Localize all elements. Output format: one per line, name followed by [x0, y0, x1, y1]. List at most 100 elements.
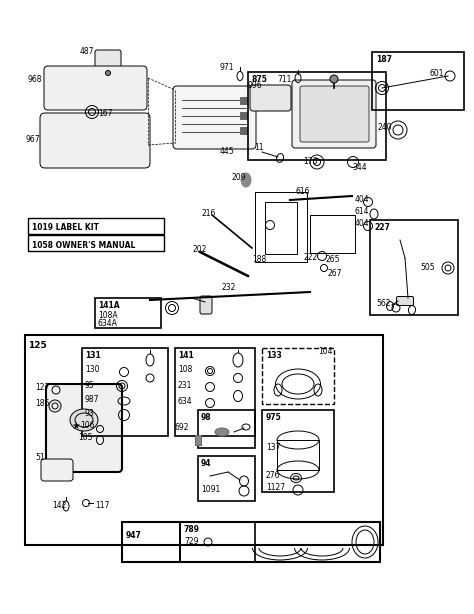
Bar	[122, 522, 380, 562]
Text: 186: 186	[35, 400, 49, 408]
Text: 209: 209	[232, 174, 246, 182]
Bar	[122, 522, 180, 562]
Text: 711: 711	[277, 76, 292, 85]
Text: 344: 344	[352, 163, 366, 173]
Text: 967: 967	[26, 136, 41, 144]
Text: 227: 227	[374, 223, 390, 233]
Text: 98: 98	[201, 413, 211, 422]
FancyBboxPatch shape	[250, 85, 291, 111]
Text: 265: 265	[326, 254, 340, 263]
Text: 634A: 634A	[98, 319, 118, 328]
Text: 141: 141	[178, 351, 194, 360]
Text: 601: 601	[430, 69, 445, 77]
Bar	[248, 72, 386, 160]
Text: 487: 487	[80, 47, 94, 56]
FancyBboxPatch shape	[292, 80, 376, 148]
Text: 176: 176	[303, 158, 318, 166]
Text: 104: 104	[318, 348, 332, 357]
Text: 276: 276	[266, 472, 281, 481]
Bar	[82, 348, 168, 436]
Text: 947: 947	[126, 532, 142, 540]
Text: 131: 131	[85, 351, 101, 360]
Bar	[240, 127, 247, 134]
Text: 142: 142	[52, 502, 66, 510]
Text: 125: 125	[28, 341, 47, 349]
Bar	[198, 456, 255, 501]
Text: 137: 137	[266, 443, 281, 453]
Bar	[265, 202, 297, 254]
Text: 1127: 1127	[266, 483, 285, 492]
Text: 267: 267	[328, 268, 343, 278]
Text: 117: 117	[95, 502, 109, 510]
Text: 240: 240	[378, 123, 392, 133]
Text: 216: 216	[202, 209, 216, 217]
Bar	[372, 52, 464, 110]
Bar	[370, 220, 458, 315]
Text: 616: 616	[296, 187, 310, 196]
Text: 975: 975	[266, 413, 282, 422]
Text: 130: 130	[85, 365, 100, 375]
Bar	[28, 235, 164, 251]
Ellipse shape	[241, 173, 251, 187]
Text: 94: 94	[201, 459, 211, 468]
Text: 729: 729	[184, 537, 199, 546]
Ellipse shape	[215, 428, 229, 436]
FancyBboxPatch shape	[200, 296, 212, 314]
Text: 634: 634	[178, 397, 192, 406]
Text: 141A: 141A	[98, 301, 119, 311]
Bar	[262, 348, 334, 404]
Text: 187: 187	[376, 55, 392, 63]
FancyBboxPatch shape	[396, 297, 413, 306]
Text: 404: 404	[355, 195, 370, 204]
Ellipse shape	[330, 75, 338, 83]
Bar	[95, 298, 161, 328]
Bar	[240, 112, 247, 119]
Text: 108A: 108A	[98, 311, 118, 321]
Bar	[262, 410, 334, 492]
Text: 231: 231	[178, 381, 192, 391]
Bar	[240, 97, 247, 104]
Text: 105: 105	[78, 433, 92, 443]
Text: 11: 11	[254, 144, 264, 152]
FancyBboxPatch shape	[300, 86, 369, 142]
FancyBboxPatch shape	[173, 86, 256, 149]
Text: 505: 505	[420, 263, 435, 273]
Text: 95: 95	[85, 381, 95, 389]
Text: 971: 971	[220, 63, 235, 72]
Text: 51: 51	[35, 454, 45, 462]
Text: 202: 202	[193, 246, 207, 254]
Ellipse shape	[106, 71, 110, 76]
FancyBboxPatch shape	[46, 384, 122, 472]
FancyBboxPatch shape	[40, 113, 150, 168]
FancyBboxPatch shape	[44, 66, 147, 110]
Bar	[25, 335, 383, 545]
Bar	[180, 522, 255, 562]
Text: 188: 188	[252, 255, 266, 265]
Text: 875: 875	[252, 76, 268, 85]
Text: 167: 167	[98, 109, 112, 119]
Bar	[277, 440, 319, 470]
Text: 692: 692	[175, 424, 190, 432]
Text: 996: 996	[248, 82, 263, 90]
Text: 789: 789	[184, 526, 200, 535]
Text: 133: 133	[266, 351, 282, 360]
Text: 968: 968	[28, 76, 43, 85]
Text: 1091: 1091	[201, 486, 220, 494]
Text: 1019 LABEL KIT: 1019 LABEL KIT	[32, 223, 99, 233]
Text: 93: 93	[85, 410, 95, 419]
FancyBboxPatch shape	[95, 50, 121, 68]
Bar	[195, 435, 201, 445]
Bar	[198, 410, 255, 448]
Text: 106: 106	[80, 421, 94, 430]
Text: 222: 222	[304, 254, 318, 263]
Text: 1058 OWNER'S MANUAL: 1058 OWNER'S MANUAL	[32, 241, 136, 249]
Text: 987: 987	[85, 395, 100, 405]
Text: 108: 108	[178, 365, 192, 375]
Text: 562: 562	[376, 300, 391, 308]
Text: ★: ★	[72, 421, 81, 431]
Bar	[255, 192, 307, 262]
Text: 404: 404	[355, 219, 370, 228]
Bar	[175, 348, 255, 436]
Text: 127: 127	[35, 384, 49, 392]
Bar	[310, 215, 355, 253]
